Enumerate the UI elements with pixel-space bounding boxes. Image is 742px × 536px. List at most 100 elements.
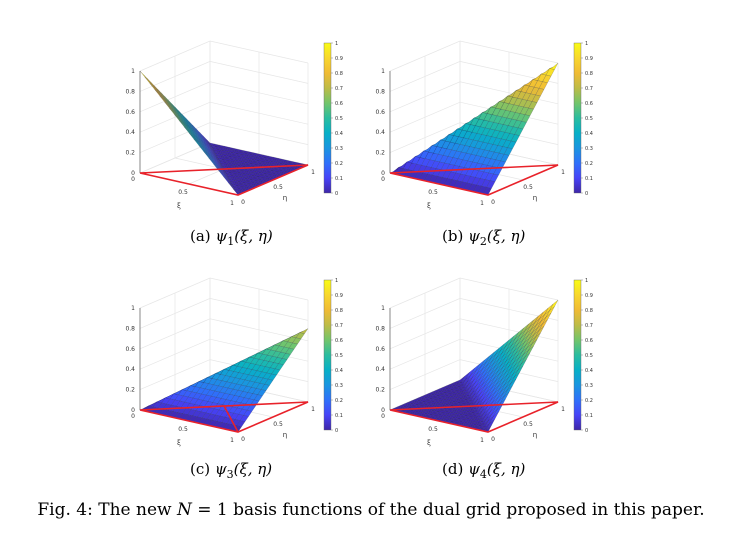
z-tick-label: 0.4: [375, 129, 385, 136]
z-tick-label-lower: 0: [131, 413, 135, 420]
red-outline: [389, 401, 559, 433]
colorbar-tick-label: 0: [335, 428, 338, 434]
colorbar-tick-label: 0.6: [585, 338, 593, 344]
z-tick-label: 1: [131, 305, 135, 312]
eta-axis-label: η: [283, 194, 287, 202]
z-tick-label: 1: [381, 305, 385, 312]
xi-axis-label: ξ: [427, 439, 431, 447]
colorbar-tick-label: 0: [335, 191, 338, 197]
xi-axis-label: ξ: [427, 202, 431, 210]
colorbar-tick-label: 0.9: [585, 56, 593, 62]
subfigure-c: 0 0.2 0.4 0.6 0.8 1 0 0.5 1 0 0.5 1 ξ η 0 0.1 0.2 0.3 0.4 0…: [110, 272, 360, 487]
colorbar-tick-label: 0.2: [335, 398, 343, 404]
red-outline: [139, 164, 309, 196]
colorbar-tick-label: 0.9: [335, 56, 343, 62]
z-tick-label: 0: [131, 407, 135, 414]
subcaption-d: (d) ψ4(ξ, η): [442, 460, 526, 481]
xi-tick-label: 0.5: [178, 189, 188, 196]
z-tick-label-lower: 0: [381, 413, 385, 420]
colorbar-tick-label: 0.4: [335, 368, 343, 374]
colorbar-tick-label: 0.2: [585, 161, 593, 167]
colorbar-tick-label: 0: [585, 191, 588, 197]
xi-axis-label: ξ: [177, 439, 181, 447]
z-tick-label: 0.4: [125, 129, 135, 136]
colorbar-tick-label: 1: [585, 278, 588, 284]
eta-tick-label: 1: [311, 169, 315, 176]
colorbar: 0 0.1 0.2 0.3 0.4 0.5 0.6 0.7 0.8 0.9 1: [323, 41, 343, 197]
z-tick-label: 0.2: [375, 387, 385, 394]
colorbar-tick-label: 0.9: [585, 293, 593, 299]
colorbar-tick-label: 0.7: [585, 323, 593, 329]
eta-tick-label: 1: [561, 169, 565, 176]
eta-tick-label: 0.5: [523, 421, 533, 428]
subcaption-b: (b) ψ2(ξ, η): [442, 227, 526, 248]
z-tick-label: 0: [381, 407, 385, 414]
colorbar-tick-label: 0.7: [335, 86, 343, 92]
z-tick-label-lower: 0: [131, 176, 135, 183]
eta-tick-label: 0.5: [273, 421, 283, 428]
z-tick-label: 0.6: [375, 109, 385, 116]
z-tick-label: 0.8: [375, 88, 385, 95]
colorbar-tick-label: 0.4: [585, 131, 593, 137]
colorbar-tick-label: 0.3: [585, 383, 593, 389]
colorbar-tick-label: 0.9: [335, 293, 343, 299]
colorbar-tick-label: 0.4: [585, 368, 593, 374]
xi-tick-label: 0.5: [428, 189, 438, 196]
eta-tick-label: 0.5: [523, 184, 533, 191]
colorbar-tick-label: 1: [585, 41, 588, 47]
eta-tick-label: 0: [491, 436, 495, 443]
colorbar-tick-label: 0.8: [585, 71, 593, 77]
colorbar-tick-label: 0.7: [585, 86, 593, 92]
colorbar-tick-label: 0.5: [585, 353, 593, 359]
z-tick-label: 0.4: [125, 366, 135, 373]
z-tick-label: 0.2: [125, 150, 135, 157]
z-tick-label: 0.2: [375, 150, 385, 157]
xi-tick-label: 0.5: [428, 426, 438, 433]
eta-tick-label: 1: [311, 406, 315, 413]
eta-tick-label: 0: [241, 436, 245, 443]
colorbar-tick-label: 0.5: [335, 116, 343, 122]
colorbar-tick-label: 0.6: [335, 338, 343, 344]
z-tick-label: 0.6: [375, 346, 385, 353]
figure-caption: Fig. 4: The new N = 1 basis functions of…: [37, 500, 705, 520]
colorbar: 0 0.1 0.2 0.3 0.4 0.5 0.6 0.7 0.8 0.9 1: [573, 278, 593, 434]
z-tick-label: 0.4: [375, 366, 385, 373]
eta-axis-label: η: [533, 194, 537, 202]
colorbar-tick-label: 0.2: [335, 161, 343, 167]
colorbar-tick-label: 0.1: [335, 413, 343, 419]
surface-mesh: [139, 328, 309, 433]
colorbar-tick-label: 0.5: [585, 116, 593, 122]
subcaption-c: (c) ψ3(ξ, η): [190, 460, 273, 481]
eta-tick-label: 0: [241, 199, 245, 206]
colorbar-tick-label: 0.2: [585, 398, 593, 404]
colorbar-tick-label: 0.4: [335, 131, 343, 137]
subfigure-b: 0 0.2 0.4 0.6 0.8 1 0 0.5 1 0 0.5 1 ξ η 0 0.1 0.2 0.3 0.4 0…: [360, 35, 610, 250]
surface-mesh: [389, 62, 559, 196]
colorbar-tick-label: 0.1: [585, 413, 593, 419]
subcaption-a: (a) ψ1(ξ, η): [190, 227, 273, 248]
colorbar: 0 0.1 0.2 0.3 0.4 0.5 0.6 0.7 0.8 0.9 1: [573, 41, 593, 197]
colorbar-tick-label: 0.5: [335, 353, 343, 359]
eta-axis-label: η: [533, 431, 537, 439]
colorbar-tick-label: 0.8: [335, 308, 343, 314]
z-tick-label: 1: [131, 68, 135, 75]
colorbar-tick-label: 0.3: [335, 146, 343, 152]
colorbar-tick-label: 0.8: [585, 308, 593, 314]
colorbar: 0 0.1 0.2 0.3 0.4 0.5 0.6 0.7 0.8 0.9 1: [323, 278, 343, 434]
xi-tick-label: 1: [480, 200, 484, 207]
subfigure-d: 0 0.2 0.4 0.6 0.8 1 0 0.5 1 0 0.5 1 ξ η 0 0.1 0.2 0.3 0.4 0…: [360, 272, 610, 487]
colorbar-tick-label: 0.7: [335, 323, 343, 329]
z-tick-label: 0.6: [125, 346, 135, 353]
z-tick-label: 0.8: [125, 88, 135, 95]
colorbar-tick-label: 1: [335, 41, 338, 47]
colorbar-tick-label: 0.6: [585, 101, 593, 107]
z-tick-label: 0.8: [375, 325, 385, 332]
colorbar-tick-label: 0.3: [585, 146, 593, 152]
z-tick-label: 0.6: [125, 109, 135, 116]
z-tick-label: 0: [131, 170, 135, 177]
surface-mesh: [139, 70, 309, 196]
xi-axis-label: ξ: [177, 202, 181, 210]
